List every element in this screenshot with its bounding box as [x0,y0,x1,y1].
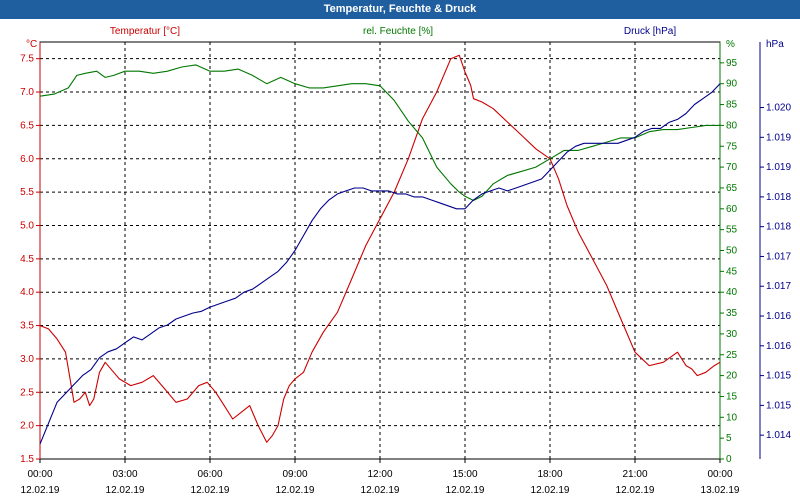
humidity-tick-label: 15 [726,391,738,402]
temperature-tick-label: 5.5 [20,187,34,198]
pressure-tick-label: 1.014 [766,430,791,441]
humidity-tick-label: 5 [726,433,732,444]
temperature-tick-label: 6.0 [20,154,34,165]
humidity-tick-label: 75 [726,141,738,152]
pressure-tick-label: 1.018 [766,192,791,203]
temperature-tick-label: 4.5 [20,254,34,265]
humidity-tick-label: 95 [726,58,738,69]
x-tick-date-label: 12.02.19 [361,485,400,496]
pressure-tick-label: 1.017 [766,281,791,292]
humidity-tick-label: 25 [726,350,738,361]
humidity-tick-label: 90 [726,79,738,90]
x-tick-date-label: 12.02.19 [276,485,315,496]
pressure-tick-label: 1.018 [766,222,791,233]
temperature-tick-label: 6.5 [20,120,34,131]
x-tick-time-label: 12:00 [367,469,392,480]
x-tick-time-label: 15:00 [452,469,477,480]
humidity-tick-label: 30 [726,329,738,340]
temperature-tick-label: 3.0 [20,354,34,365]
humidity-tick-label: 35 [726,308,738,319]
series-line-humidity [39,64,720,202]
pressure-tick-label: 1.017 [766,251,791,262]
humidity-tick-label: 45 [726,266,738,277]
humidity-tick-label: 80 [726,120,738,131]
x-tick-time-label: 00:00 [707,469,732,480]
x-tick-time-label: 00:00 [27,469,52,480]
x-tick-date-label: 12.02.19 [191,485,230,496]
pressure-tick-label: 1.019 [766,162,791,173]
humidity-tick-label: 50 [726,246,738,257]
humidity-tick-label: 10 [726,412,738,423]
pressure-tick-label: 1.019 [766,132,791,143]
x-tick-date-label: 12.02.19 [21,485,60,496]
pressure-tick-label: 1.015 [766,371,791,382]
pressure-tick-label: 1.016 [766,341,791,352]
x-tick-date-label: 12.02.19 [446,485,485,496]
series-line-temperature [39,54,721,443]
temperature-unit-label: °C [26,39,37,50]
humidity-tick-label: 20 [726,371,738,382]
humidity-tick-label: 0 [726,454,732,465]
temperature-tick-label: 3.5 [20,321,34,332]
x-tick-time-label: 03:00 [112,469,137,480]
x-tick-time-label: 09:00 [282,469,307,480]
pressure-tick-label: 1.016 [766,311,791,322]
humidity-unit-label: % [726,39,735,50]
humidity-tick-label: 55 [726,225,738,236]
temperature-tick-label: 5.0 [20,220,34,231]
temperature-tick-label: 4.0 [20,287,34,298]
x-tick-time-label: 06:00 [197,469,222,480]
pressure-tick-label: 1.015 [766,400,791,411]
temperature-tick-label: 1.5 [20,454,34,465]
temperature-tick-label: 2.5 [20,387,34,398]
humidity-tick-label: 40 [726,287,738,298]
temperature-tick-label: 2.0 [20,421,34,432]
temperature-axis-label: Temperatur [°C] [110,26,180,37]
pressure-unit-label: hPa [766,39,784,50]
chart-title: Temperatur, Feuchte & Druck [0,0,800,19]
x-tick-date-label: 12.02.19 [616,485,655,496]
x-tick-time-label: 18:00 [537,469,562,480]
series-line-pressure [39,83,721,445]
x-tick-date-label: 13.02.19 [701,485,740,496]
pressure-axis-label: Druck [hPa] [624,26,676,37]
pressure-tick-label: 1.020 [766,103,791,114]
x-tick-date-label: 12.02.19 [531,485,570,496]
temperature-tick-label: 7.5 [20,54,34,65]
humidity-tick-label: 70 [726,162,738,173]
humidity-tick-label: 65 [726,183,738,194]
humidity-tick-label: 60 [726,204,738,215]
humidity-tick-label: 85 [726,100,738,111]
x-tick-time-label: 21:00 [622,469,647,480]
x-tick-date-label: 12.02.19 [106,485,145,496]
temperature-tick-label: 7.0 [20,87,34,98]
humidity-axis-label: rel. Feuchte [%] [363,26,433,37]
